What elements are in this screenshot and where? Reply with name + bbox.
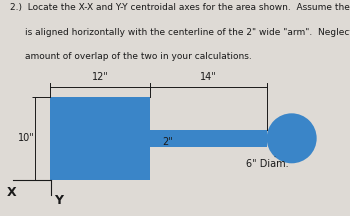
Circle shape <box>267 113 317 163</box>
Text: 2.)  Locate the X-X and Y-Y centroidal axes for the area shown.  Assume the "cir: 2.) Locate the X-X and Y-Y centroidal ax… <box>10 3 350 13</box>
Text: 12": 12" <box>92 73 108 83</box>
Text: 10": 10" <box>18 133 35 143</box>
Bar <box>50 97 150 180</box>
Bar <box>150 130 267 147</box>
Text: X: X <box>7 186 16 199</box>
Text: amount of overlap of the two in your calculations.: amount of overlap of the two in your cal… <box>25 52 251 61</box>
Text: is aligned horizontally with the centerline of the 2" wide "arm".  Neglect any t: is aligned horizontally with the centerl… <box>25 28 350 37</box>
Text: 6" Diam.: 6" Diam. <box>246 157 288 170</box>
Text: 14": 14" <box>200 73 217 83</box>
Text: Y: Y <box>54 194 63 207</box>
Text: 2": 2" <box>162 137 173 147</box>
